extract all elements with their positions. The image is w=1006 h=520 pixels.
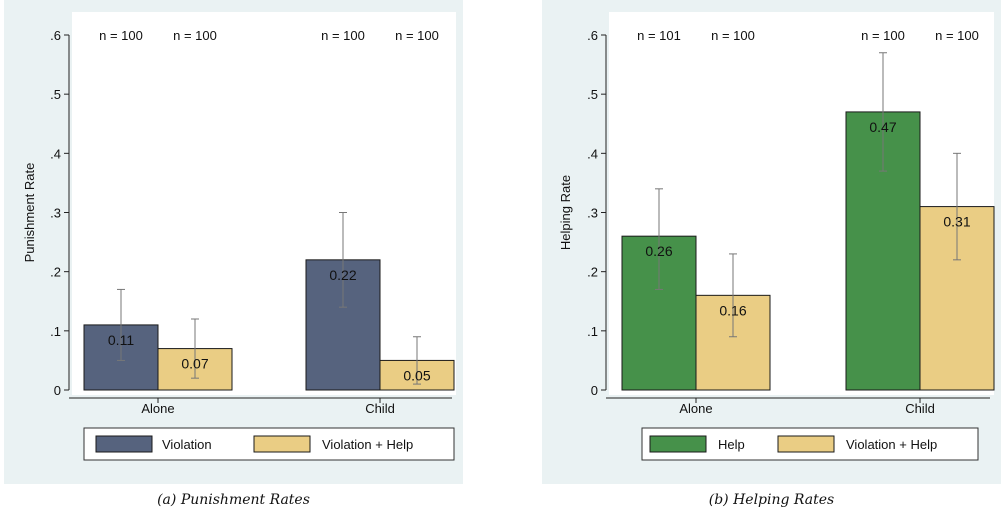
y-tick-label: .1: [587, 324, 598, 339]
bar-value-label: 0.26: [645, 243, 672, 259]
legend-label: Violation + Help: [322, 437, 413, 452]
y-tick-label: .5: [50, 87, 61, 102]
bar-value-label: 0.11: [108, 332, 134, 348]
y-tick-label: .1: [50, 324, 61, 339]
y-tick-label: .4: [50, 146, 61, 161]
legend-swatch: [253, 435, 311, 453]
x-category-label: Child: [905, 401, 935, 416]
sample-size-label: n = 100: [861, 28, 905, 43]
legend-label: Violation: [162, 437, 212, 452]
sample-size-label: n = 100: [321, 28, 365, 43]
bar-value-label: 0.07: [181, 356, 208, 372]
x-category-label: Alone: [141, 401, 174, 416]
sample-size-label: n = 100: [99, 28, 143, 43]
bar-value-label: 0.16: [719, 302, 746, 318]
y-tick-label: .2: [50, 265, 61, 280]
bar-value-label: 0.47: [869, 119, 896, 135]
helping-chart-panel: Helping Rate 0 .1 .2 .3 .4 .5 .6 0.26 n = 101 0.16…: [542, 0, 1001, 484]
legend-swatch: [777, 435, 835, 453]
y-tick-label: .5: [587, 87, 598, 102]
legend-swatch: [649, 435, 707, 453]
bar-value-label: 0.05: [403, 367, 430, 383]
bar-value-label: 0.31: [943, 214, 970, 230]
y-axis-label: Punishment Rate: [22, 163, 37, 263]
punishment-chart-panel: Punishment Rate 0 .1 .2 .3 .4 .5 .6 0.11 n = 100 0…: [4, 0, 463, 484]
y-tick-label: .6: [587, 28, 598, 43]
y-tick-label: 0: [54, 383, 61, 398]
x-category-label: Alone: [679, 401, 712, 416]
x-category-label: Child: [365, 401, 395, 416]
y-tick-label: .3: [50, 206, 61, 221]
punishment-chart-caption: (a) Punishment Rates: [157, 492, 310, 508]
legend-swatch: [95, 435, 153, 453]
y-tick-label: .4: [587, 146, 598, 161]
helping-chart-caption: (b) Helping Rates: [708, 492, 835, 508]
sample-size-label: n = 100: [711, 28, 755, 43]
bar-value-label: 0.22: [329, 267, 356, 283]
y-tick-label: .3: [587, 206, 598, 221]
legend-label: Violation + Help: [846, 437, 937, 452]
y-tick-label: .6: [50, 28, 61, 43]
sample-size-label: n = 100: [395, 28, 439, 43]
y-tick-label: 0: [591, 383, 598, 398]
legend-label: Help: [718, 437, 745, 452]
sample-size-label: n = 100: [173, 28, 217, 43]
helping-chart: Helping Rate 0 .1 .2 .3 .4 .5 .6 0.26 n = 101 0.16…: [558, 12, 995, 461]
sample-size-label: n = 100: [935, 28, 979, 43]
sample-size-label: n = 101: [637, 28, 681, 43]
punishment-chart: Punishment Rate 0 .1 .2 .3 .4 .5 .6 0.11 n = 100 0…: [22, 12, 456, 461]
y-axis-label: Helping Rate: [558, 175, 573, 250]
y-tick-label: .2: [587, 265, 598, 280]
